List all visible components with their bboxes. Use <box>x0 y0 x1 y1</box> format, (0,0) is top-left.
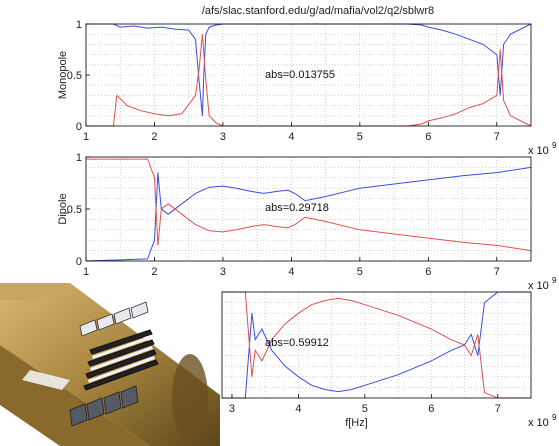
abs-annotation: abs=0.013755 <box>265 69 335 81</box>
x-exponent-value: 9 <box>552 141 557 150</box>
x-exponent-value: 9 <box>552 276 557 285</box>
x-tick-label: 7 <box>494 266 500 278</box>
x-tick-label: 7 <box>494 131 500 143</box>
x-tick-label: 5 <box>362 403 368 415</box>
x-tick-label: 3 <box>220 131 226 143</box>
y-axis-label: Dipole <box>57 193 69 224</box>
plot-frame <box>221 291 532 399</box>
chart-monopole: 1 2 3 4 5 6 7 0 0.5 1 Monopole abs=0.013755 x 10 9 <box>57 19 557 157</box>
x-exponent-label: x 10 <box>528 417 549 429</box>
x-tick-label: 2 <box>151 131 157 143</box>
x-tick-label: 5 <box>357 266 363 278</box>
y-tick-label: 0 <box>76 121 82 133</box>
device-render-image <box>0 283 220 446</box>
page-title: /afs/slac.stanford.edu/g/ad/mafia/vol2/q… <box>202 5 434 17</box>
x-tick-label: 6 <box>425 131 431 143</box>
series-line-1 <box>86 158 532 252</box>
y-tick-label: 0.5 <box>67 204 82 216</box>
chart-third: 3 4 5 6 7 f[Hz] abs=0.59912 x 10 9 <box>221 291 557 429</box>
x-axis-label: f[Hz] <box>345 417 368 429</box>
x-tick-label: 5 <box>357 131 363 143</box>
series-line-1 <box>222 291 531 399</box>
y-tick-label: 1 <box>76 152 82 164</box>
x-tick-label: 4 <box>295 403 301 415</box>
y-tick-label: 1 <box>76 19 82 31</box>
abs-annotation: abs=0.59912 <box>265 337 329 349</box>
x-tick-label: 4 <box>288 131 294 143</box>
x-tick-label: 6 <box>428 403 434 415</box>
y-tick-label: 0.5 <box>67 70 82 82</box>
x-tick-label: 1 <box>83 131 89 143</box>
x-tick-label: 7 <box>495 403 501 415</box>
chart-dipole: 1 2 3 4 5 6 7 0 0.5 1 Dipole abs=0.29718 x 10 9 <box>57 152 557 292</box>
x-exponent-value: 9 <box>552 413 557 422</box>
x-tick-label: 1 <box>83 266 89 278</box>
x-tick-label: 6 <box>425 266 431 278</box>
x-tick-label: 4 <box>288 266 294 278</box>
x-tick-label: 2 <box>151 266 157 278</box>
x-exponent-label: x 10 <box>528 280 549 292</box>
x-exponent-label: x 10 <box>528 145 549 157</box>
abs-annotation: abs=0.29718 <box>265 202 329 214</box>
x-tick-label: 3 <box>220 266 226 278</box>
y-tick-label: 0 <box>76 256 82 268</box>
y-axis-label: Monopole <box>57 51 69 99</box>
series-line-0 <box>85 166 532 262</box>
x-tick-label: 3 <box>229 403 235 415</box>
